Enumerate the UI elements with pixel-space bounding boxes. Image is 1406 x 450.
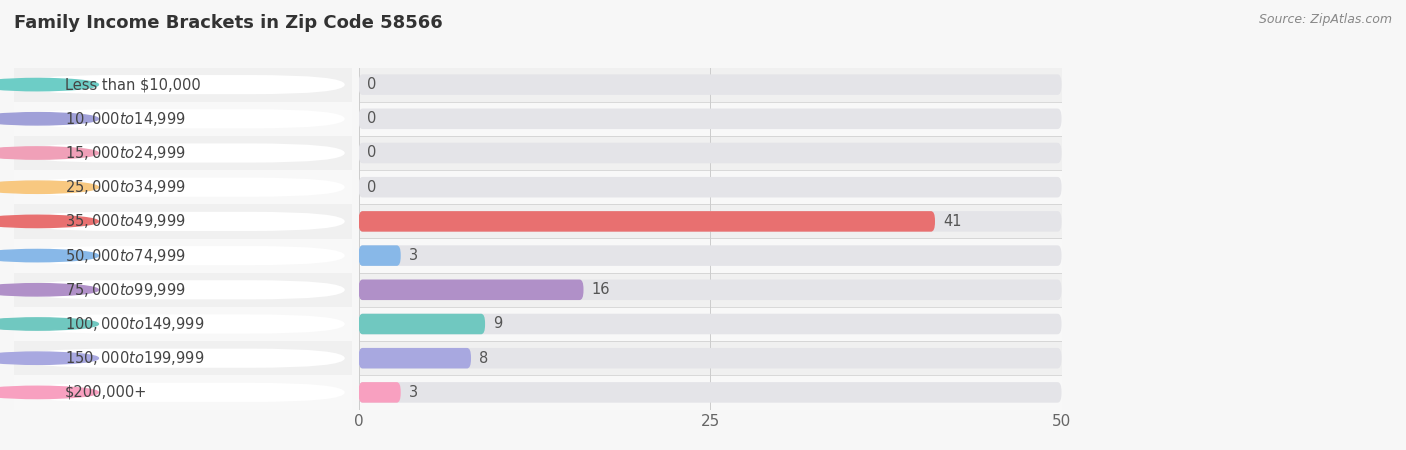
FancyBboxPatch shape [359, 279, 1062, 300]
Bar [359, 375, 1062, 410]
FancyBboxPatch shape [359, 245, 401, 266]
Circle shape [0, 318, 98, 330]
FancyBboxPatch shape [21, 349, 344, 368]
FancyBboxPatch shape [21, 178, 344, 197]
FancyBboxPatch shape [359, 382, 401, 403]
FancyBboxPatch shape [359, 177, 1062, 198]
Text: 0: 0 [367, 180, 377, 195]
FancyBboxPatch shape [21, 383, 344, 402]
Bar [359, 170, 1062, 204]
Text: 8: 8 [479, 351, 489, 366]
Bar [359, 307, 1062, 341]
FancyBboxPatch shape [359, 314, 1062, 334]
Bar [359, 136, 1062, 170]
Text: 3: 3 [409, 248, 418, 263]
Bar [14, 170, 352, 204]
Bar [14, 273, 352, 307]
Text: $15,000 to $24,999: $15,000 to $24,999 [65, 144, 186, 162]
Text: Source: ZipAtlas.com: Source: ZipAtlas.com [1258, 14, 1392, 27]
Circle shape [0, 249, 98, 262]
Circle shape [0, 181, 98, 194]
Bar [14, 238, 352, 273]
FancyBboxPatch shape [359, 143, 1062, 163]
Text: $50,000 to $74,999: $50,000 to $74,999 [65, 247, 186, 265]
Bar [359, 204, 1062, 238]
FancyBboxPatch shape [21, 280, 344, 299]
Circle shape [0, 215, 98, 228]
FancyBboxPatch shape [359, 279, 583, 300]
Circle shape [0, 386, 98, 399]
FancyBboxPatch shape [359, 74, 1062, 95]
FancyBboxPatch shape [21, 212, 344, 231]
Text: 3: 3 [409, 385, 418, 400]
Text: 0: 0 [367, 111, 377, 126]
Text: Less than $10,000: Less than $10,000 [65, 77, 201, 92]
Text: 0: 0 [367, 145, 377, 161]
Bar [14, 102, 352, 136]
Circle shape [0, 352, 98, 365]
Circle shape [0, 112, 98, 125]
FancyBboxPatch shape [21, 144, 344, 162]
FancyBboxPatch shape [359, 108, 1062, 129]
Circle shape [0, 78, 98, 91]
Text: $200,000+: $200,000+ [65, 385, 148, 400]
FancyBboxPatch shape [21, 109, 344, 128]
Bar [359, 68, 1062, 102]
Bar [359, 273, 1062, 307]
Text: 9: 9 [494, 316, 503, 332]
Circle shape [0, 147, 98, 159]
Text: 41: 41 [943, 214, 962, 229]
Bar [14, 375, 352, 410]
Text: 16: 16 [592, 282, 610, 297]
FancyBboxPatch shape [21, 246, 344, 265]
Text: $35,000 to $49,999: $35,000 to $49,999 [65, 212, 186, 230]
Circle shape [0, 284, 98, 296]
Bar [359, 238, 1062, 273]
Text: $150,000 to $199,999: $150,000 to $199,999 [65, 349, 204, 367]
FancyBboxPatch shape [21, 75, 344, 94]
Bar [14, 68, 352, 102]
Text: $75,000 to $99,999: $75,000 to $99,999 [65, 281, 186, 299]
FancyBboxPatch shape [359, 245, 1062, 266]
Bar [14, 307, 352, 341]
FancyBboxPatch shape [359, 348, 471, 369]
FancyBboxPatch shape [359, 348, 1062, 369]
Text: $10,000 to $14,999: $10,000 to $14,999 [65, 110, 186, 128]
Bar [359, 102, 1062, 136]
Bar [14, 341, 352, 375]
Text: 0: 0 [367, 77, 377, 92]
FancyBboxPatch shape [21, 315, 344, 333]
FancyBboxPatch shape [359, 382, 1062, 403]
Text: $25,000 to $34,999: $25,000 to $34,999 [65, 178, 186, 196]
Text: Family Income Brackets in Zip Code 58566: Family Income Brackets in Zip Code 58566 [14, 14, 443, 32]
Bar [14, 136, 352, 170]
Bar [14, 204, 352, 238]
FancyBboxPatch shape [359, 211, 1062, 232]
FancyBboxPatch shape [359, 211, 935, 232]
FancyBboxPatch shape [359, 314, 485, 334]
Bar [359, 341, 1062, 375]
Text: $100,000 to $149,999: $100,000 to $149,999 [65, 315, 204, 333]
